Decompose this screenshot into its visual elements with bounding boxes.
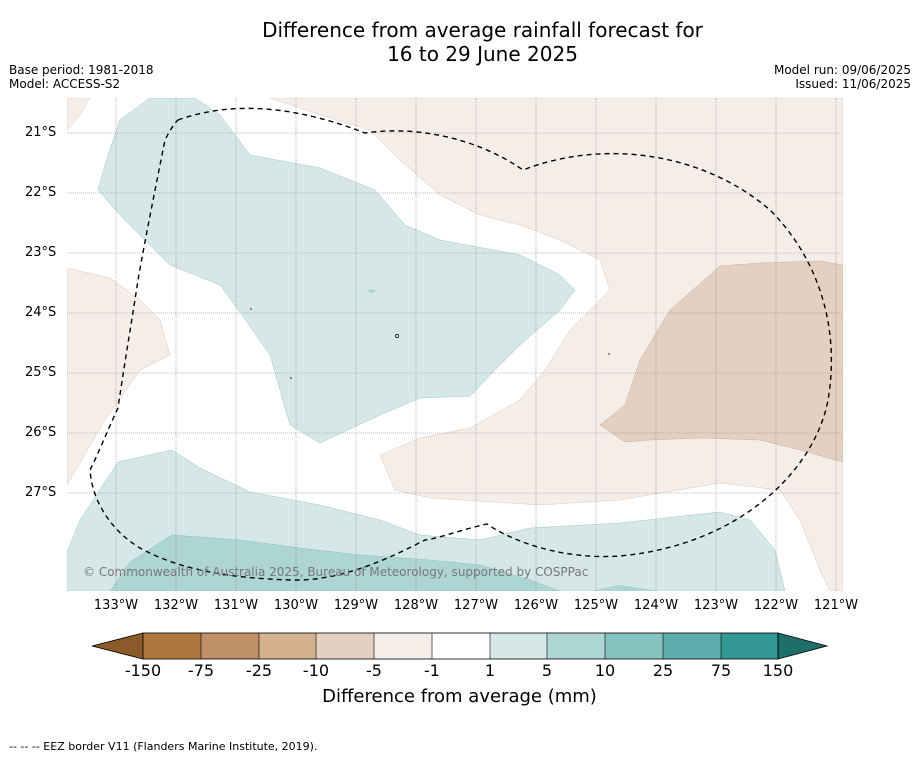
lat-label-21s: 21°S <box>25 125 57 140</box>
lon-label-127w: 127°W <box>453 598 499 613</box>
colorbar-tick-label: -5 <box>366 661 382 680</box>
lat-gridlines <box>67 132 843 494</box>
colorbar-bin-8 <box>547 633 605 659</box>
colorbar-frame <box>142 632 779 660</box>
title-line-2: 16 to 29 June 2025 <box>387 42 578 66</box>
small-speck-5 <box>608 353 610 355</box>
eez-border <box>89 107 833 581</box>
colorbar-bin-11 <box>721 633 778 659</box>
colorbar-tick-label: -10 <box>302 661 330 680</box>
map-title: Difference from average rainfall forecas… <box>0 18 919 66</box>
lon-label-131w: 131°W <box>213 598 259 613</box>
copyright-notice: © Commonwealth of Australia 2025, Bureau… <box>83 565 589 579</box>
colorbar-tick-label: 25 <box>652 661 674 680</box>
lat-label-26s: 26°S <box>25 425 57 440</box>
meta-left: Base period: 1981-2018 Model: ACCESS-S2 <box>9 63 154 91</box>
dry-region-northwest <box>67 98 91 131</box>
lon-label-123w: 123°W <box>693 598 739 613</box>
eez-footnote: -- -- -- EEZ border V11 (Flanders Marine… <box>9 740 318 753</box>
lon-label-121w: 121°W <box>813 598 859 613</box>
lon-label-130w: 130°W <box>273 598 319 613</box>
colorbar <box>91 632 829 660</box>
lon-label-125w: 125°W <box>573 598 619 613</box>
meta-right: Model run: 09/06/2025 Issued: 11/06/2025 <box>774 63 911 91</box>
lat-label-23s: 23°S <box>25 245 57 260</box>
colorbar-bin-6 <box>432 633 490 659</box>
lon-label-129w: 129°W <box>333 598 379 613</box>
colorbar-bin-2 <box>201 633 259 659</box>
colorbar-tick-label: 5 <box>541 661 553 680</box>
map-plot-area <box>67 98 843 591</box>
colorbar-bin-3 <box>259 633 316 659</box>
colorbar-extend-low <box>91 632 144 660</box>
colorbar-tick-label: -150 <box>124 661 162 680</box>
issued-date: Issued: 11/06/2025 <box>795 77 911 91</box>
lon-label-126w: 126°W <box>513 598 559 613</box>
colorbar-dividers <box>200 633 722 659</box>
lon-label-128w: 128°W <box>393 598 439 613</box>
colorbar-tick-label: -75 <box>187 661 215 680</box>
base-period: Base period: 1981-2018 <box>9 63 154 77</box>
colorbar-extend-high <box>777 632 829 660</box>
dry-region-north <box>269 98 843 591</box>
lat-label-24s: 24°S <box>25 305 57 320</box>
colorbar-bin-7 <box>490 633 547 659</box>
colorbar-bin-5 <box>374 633 432 659</box>
colorbar-tick-label: -25 <box>245 661 273 680</box>
model-name: Model: ACCESS-S2 <box>9 77 121 91</box>
colorbar-bin-1 <box>143 633 201 659</box>
wet-region-south-patch <box>590 585 660 591</box>
small-speck-3 <box>250 308 252 310</box>
colorbar-tick-label: 150 <box>762 661 794 680</box>
colorbar-bin-4 <box>316 633 374 659</box>
lon-gridlines <box>115 98 837 591</box>
lat-label-22s: 22°S <box>25 185 57 200</box>
model-run: Model run: 09/06/2025 <box>773 63 911 77</box>
lon-label-133w: 133°W <box>93 598 139 613</box>
colorbar-tick-label: 10 <box>594 661 616 680</box>
small-speck-4 <box>290 377 292 379</box>
title-line-1: Difference from average rainfall forecas… <box>262 18 703 42</box>
colorbar-tick-label: 1 <box>484 661 496 680</box>
lat-label-25s: 25°S <box>25 365 57 380</box>
colorbar-title: Difference from average (mm) <box>322 686 597 707</box>
lat-label-27s: 27°S <box>25 485 57 500</box>
colorbar-tick-label: 75 <box>710 661 732 680</box>
dry-region-east-medium <box>599 260 843 463</box>
small-speck-2 <box>395 334 399 338</box>
lon-label-122w: 122°W <box>753 598 799 613</box>
colorbar-bin-9 <box>605 633 663 659</box>
lon-label-132w: 132°W <box>153 598 199 613</box>
dry-region-west <box>67 267 171 486</box>
lon-label-124w: 124°W <box>633 598 679 613</box>
colorbar-tick-label: -1 <box>424 661 440 680</box>
wet-region-south-medium <box>109 534 561 591</box>
small-speck-1 <box>366 289 377 293</box>
colorbar-bin-10 <box>663 633 721 659</box>
